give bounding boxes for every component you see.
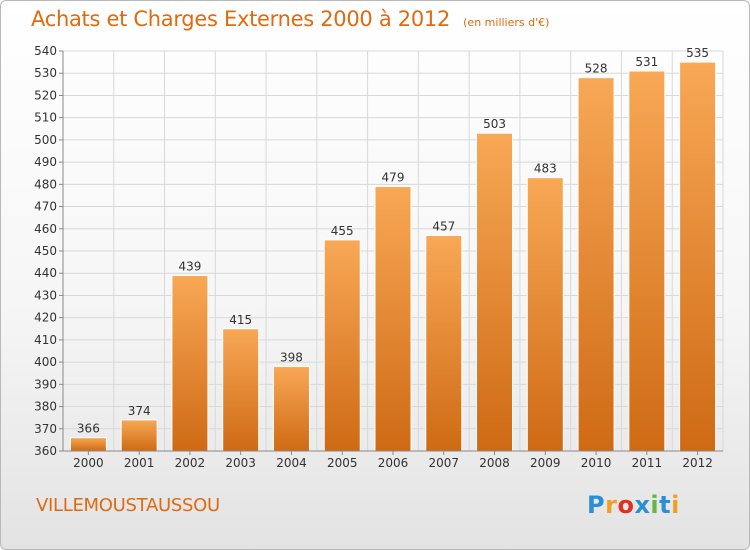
bar-2008 [476,132,514,452]
value-label-2000: 366 [77,422,100,436]
y-tick-label: 400 [34,355,57,369]
y-tick-label: 490 [34,155,57,169]
bar-2000 [69,437,107,452]
y-tick-label: 520 [34,88,57,102]
bar-2007 [425,234,463,452]
x-tick-label-2009: 2009 [530,456,561,470]
x-tick-label-2001: 2001 [124,456,155,470]
chart-unit: (en milliers d'€) [463,16,550,29]
logo-letter: r [605,491,618,519]
x-tick-label-2011: 2011 [632,456,663,470]
x-tick-label-2012: 2012 [682,456,713,470]
x-tick-label-2005: 2005 [327,456,358,470]
bar-2005 [323,239,361,452]
value-label-2011: 531 [635,55,658,69]
bar-2006 [374,186,412,452]
y-tick-label: 480 [34,177,57,191]
y-tick-label: 420 [34,311,57,325]
value-label-2006: 479 [382,171,405,185]
bar-2012 [679,61,717,452]
bar-2010 [577,77,615,452]
value-label-2003: 415 [229,313,252,327]
value-label-2004: 398 [280,351,303,365]
y-tick-label: 510 [34,111,57,125]
y-tick-label: 450 [34,244,57,258]
bar-2001 [120,419,158,452]
value-label-2002: 439 [178,259,201,273]
bar-2004 [272,366,310,452]
y-tick-label: 540 [34,44,57,58]
axes: 360 370 380 390 400 410 420 430 440 450 460 470 480 4… [34,44,723,458]
value-label-2008: 503 [483,117,506,131]
x-tick-label-2002: 2002 [175,456,206,470]
chart-title: Achats et Charges Externes 2000 à 2012 (… [31,7,549,31]
y-tick-label: 460 [34,222,57,236]
x-tick-label-2007: 2007 [428,456,459,470]
value-label-2012: 535 [686,46,709,60]
value-label-2005: 455 [331,224,354,238]
y-tick-label: 470 [34,200,57,214]
logo-letter: o [617,491,635,519]
logo-letter: t [659,491,672,519]
y-tick-label: 440 [34,266,57,280]
bar-2003 [222,328,260,452]
labels: 366 2000 374 2001 439 2002 415 2003 398 2004 455 20… [73,46,713,470]
y-tick-label: 530 [34,66,57,80]
value-label-2010: 528 [585,62,608,76]
logo-letter: i [671,491,680,519]
x-tick-label-2008: 2008 [479,456,510,470]
x-tick-label-2000: 2000 [73,456,104,470]
value-label-2007: 457 [432,219,455,233]
y-tick-label: 410 [34,333,57,347]
y-tick-label: 370 [34,422,57,436]
y-tick-label: 430 [34,288,57,302]
bar-2011 [628,70,666,452]
chart-title-text: Achats et Charges Externes 2000 à 2012 [31,7,451,31]
y-tick-label: 380 [34,400,57,414]
proxiti-logo: Proxiti [587,491,680,519]
x-tick-label-2003: 2003 [225,456,256,470]
y-tick-label: 390 [34,377,57,391]
y-tick-label: 500 [34,133,57,147]
place-name: VILLEMOUSTAUSSOU [36,495,220,516]
value-label-2001: 374 [128,404,151,418]
logo-letter: i [650,491,660,519]
logo-letter: P [587,491,606,519]
bar-2009 [526,177,564,452]
bars [69,61,717,452]
value-label-2009: 483 [534,162,557,176]
bar-2002 [171,274,209,452]
logo-letter: x [634,491,651,519]
y-tick-label: 360 [34,444,57,458]
x-tick-label-2004: 2004 [276,456,307,470]
x-tick-label-2010: 2010 [581,456,612,470]
x-tick-label-2006: 2006 [378,456,409,470]
